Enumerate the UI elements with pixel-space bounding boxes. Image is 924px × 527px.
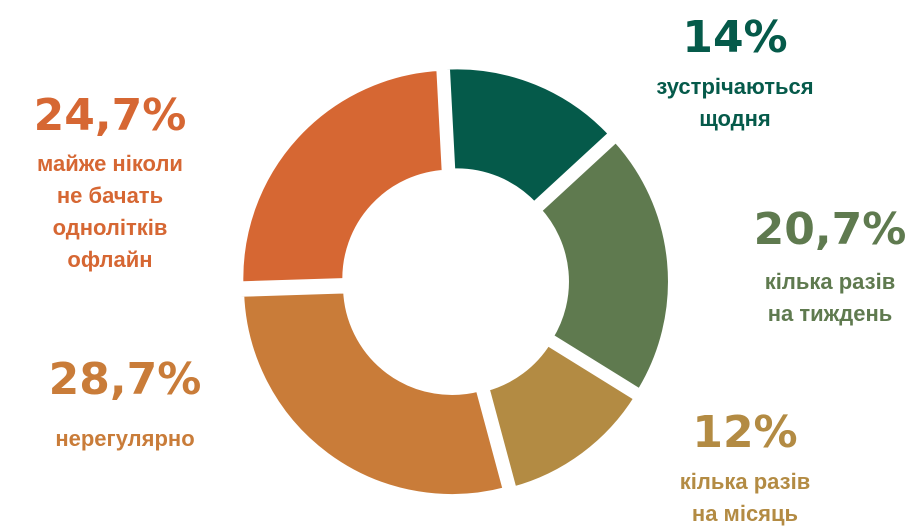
category-label: зустрічаються [656, 74, 813, 99]
category-label: на місяць [692, 501, 798, 526]
category-label: офлайн [67, 247, 152, 272]
value-label: 20,7% [754, 204, 907, 255]
category-label: кілька разів [680, 469, 811, 494]
category-label: майже ніколи [37, 151, 183, 176]
donut-segment [531, 132, 676, 399]
donut-segment [480, 335, 644, 496]
category-label: кілька разів [765, 269, 896, 294]
donut-segment [441, 61, 619, 212]
value-label: 12% [692, 407, 797, 458]
donut-segment [236, 285, 512, 502]
category-label: не бачать [57, 183, 163, 208]
value-label: 24,7% [34, 90, 187, 141]
category-label: однолітків [53, 215, 168, 240]
donut-segment [235, 62, 451, 290]
category-label: щодня [699, 106, 771, 131]
category-label: нерегулярно [55, 426, 194, 451]
value-label: 14% [682, 12, 787, 63]
category-label: на тиждень [768, 301, 893, 326]
value-label: 28,7% [49, 354, 202, 405]
